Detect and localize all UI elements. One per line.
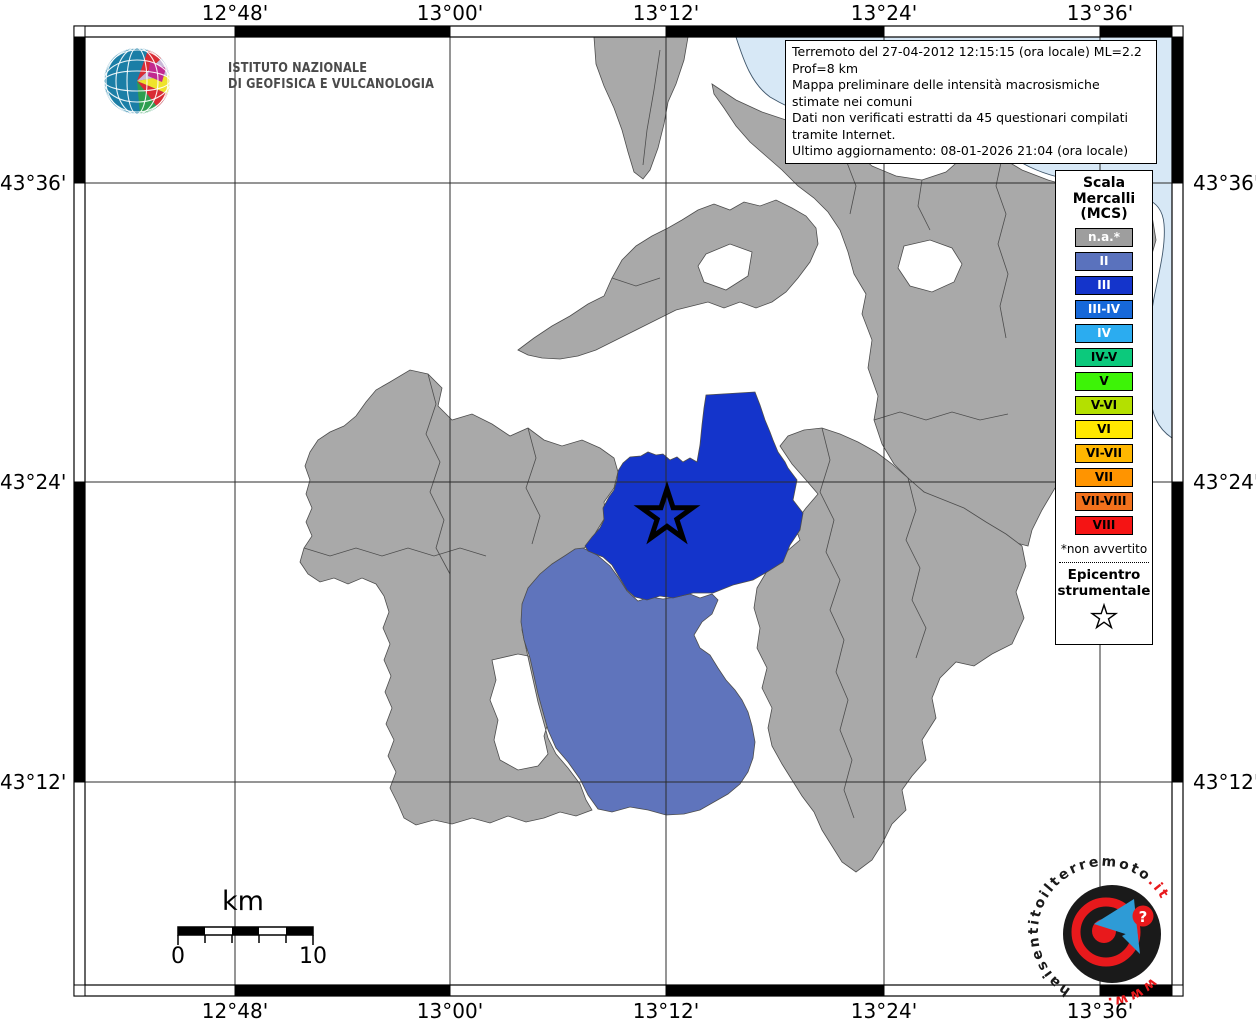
speaker-icon (1094, 899, 1138, 938)
lon-label-top-3: 13°24' (850, 1, 918, 25)
question-mark-glyph: ? (1139, 908, 1148, 926)
legend-swatch-n.a.*: n.a.* (1075, 227, 1133, 247)
legend-swatch-vii-viii: VII-VIII (1075, 491, 1133, 511)
municipality-peninsula (593, 37, 689, 180)
lat-label-left-1: 43°24' (0, 470, 67, 494)
legend-items: n.a.* II III III-IV IV IV-V V V-VI VI VI-VII VII VI… (1056, 227, 1152, 535)
ingv-logo-text: ISTITUTO NAZIONALE DI GEOFISICA E VULCAN… (228, 60, 434, 92)
municipality-east-mass (753, 427, 1027, 873)
legend-title-line2: Mercalli (1072, 190, 1136, 207)
question-mark-icon (1132, 905, 1154, 927)
earthquake-info-line1: Terremoto del 27-04-2012 12:15:15 (ora l… (792, 44, 1142, 76)
lat-label-left-2: 43°12' (0, 770, 67, 794)
scale-bar-unit: km (222, 886, 264, 917)
legend-swatch-iii-iv: III-IV (1075, 299, 1133, 319)
epicenter-label-line2: strumentale (1057, 582, 1151, 599)
scale-bar-start: 0 (171, 944, 185, 969)
lon-label-top-1: 13°00' (416, 1, 484, 25)
lon-label-top-0: 12°48' (201, 1, 269, 25)
municipality-intensity-iii (584, 391, 804, 601)
legend-swatch-iv: IV (1075, 323, 1133, 343)
earthquake-info-line2: Mappa preliminare delle intensità macros… (792, 77, 1100, 109)
legend-swatch-viii: VIII (1075, 515, 1133, 535)
legend-swatch-iv-v: IV-V (1075, 347, 1133, 367)
ingv-logo-text-line2: DI GEOFISICA E VULCANOLOGIA (228, 76, 435, 92)
lon-label-bottom-2: 13°12' (632, 999, 700, 1023)
epicenter-label-line1: Epicentro (1067, 566, 1141, 583)
legend-swatch-v: V (1075, 371, 1133, 391)
municipality-central-band (517, 199, 819, 360)
lon-label-top-4: 13°36' (1066, 1, 1134, 25)
legend-box: Scala Mercalli (MCS) n.a.* II III III-IV IV I… (1055, 170, 1153, 645)
legend-title-line3: (MCS) (1080, 206, 1128, 222)
graticule (85, 37, 1172, 985)
earthquake-info-line4: Ultimo aggiornamento: 08-01-2026 21:04 (… (792, 143, 1129, 158)
legend-divider (1059, 561, 1149, 563)
lon-label-top-2: 13°12' (632, 1, 700, 25)
earthquake-info-box: Terremoto del 27-04-2012 12:15:15 (ora l… (785, 40, 1157, 164)
legend-swatch-vi: VI (1075, 419, 1133, 439)
lon-label-bottom-1: 13°00' (416, 999, 484, 1023)
legend-footnote: *non avvertito (1060, 541, 1148, 556)
lat-label-right-1: 43°24' (1193, 470, 1256, 494)
lat-label-right-2: 43°12' (1193, 770, 1256, 794)
ingv-logo-text-line1: ISTITUTO NAZIONALE (228, 60, 368, 76)
legend-title-line1: Scala (1082, 175, 1126, 191)
scale-bar-end: 10 (299, 944, 327, 969)
legend-star-icon (1089, 602, 1119, 629)
lat-label-right-0: 43°36' (1193, 171, 1256, 195)
ingv-logo-icon (104, 48, 170, 114)
legend-swatch-v-vi: V-VI (1075, 395, 1133, 415)
legend-swatch-vii: VII (1075, 467, 1133, 487)
scale-bar (177, 926, 314, 945)
lon-label-bottom-4: 13°36' (1066, 999, 1134, 1023)
map-frame (73, 25, 1184, 997)
earthquake-info-line3: Dati non verificati estratti da 45 quest… (792, 110, 1129, 142)
lon-label-bottom-3: 13°24' (850, 999, 918, 1023)
legend-swatch-vi-vii: VI-VII (1075, 443, 1133, 463)
lat-label-left-0: 43°36' (0, 171, 67, 195)
legend-swatch-ii: II (1075, 251, 1133, 271)
legend-swatch-iii: III (1075, 275, 1133, 295)
epicenter-star-icon (633, 480, 701, 545)
lon-label-bottom-0: 12°48' (201, 999, 269, 1023)
